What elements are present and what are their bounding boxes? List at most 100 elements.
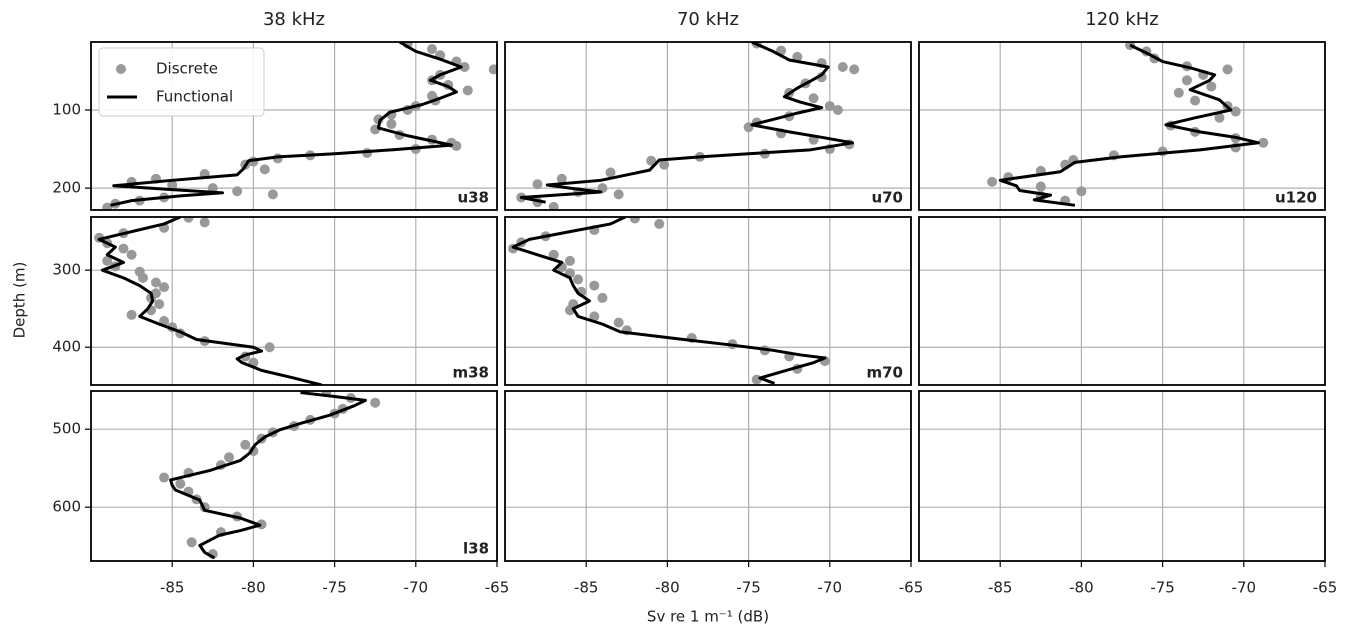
- y-tick-label: 200: [52, 179, 81, 197]
- panel: 300 400 m38: [52, 216, 498, 386]
- data-point: [613, 317, 624, 328]
- panel-label: m38: [452, 364, 489, 382]
- data-point: [1230, 106, 1241, 117]
- data-point: [1214, 112, 1225, 123]
- x-tick-label: -70: [1232, 579, 1257, 597]
- y-axis-label: Depth (m): [11, 262, 29, 339]
- x-tick-label: -70: [404, 579, 429, 597]
- data-layer: [508, 217, 830, 385]
- data-point: [427, 44, 438, 55]
- data-point: [837, 62, 848, 73]
- x-tick-label: -70: [818, 579, 843, 597]
- panel: 70 kHz u70: [504, 9, 912, 211]
- profile-line: [519, 42, 855, 204]
- data-point: [589, 311, 600, 322]
- panel-label: l38: [463, 540, 489, 558]
- x-tick-label: -85: [574, 579, 599, 597]
- data-point: [659, 159, 670, 170]
- panel-frame: [504, 390, 912, 562]
- legend-box: [98, 47, 265, 117]
- profile-line: [97, 217, 322, 385]
- y-tick-label: 100: [52, 100, 81, 118]
- data-point: [102, 255, 113, 266]
- data-point: [167, 179, 178, 190]
- x-tick-label: -65: [485, 579, 510, 597]
- data-point: [589, 280, 600, 291]
- data-point: [1173, 87, 1184, 98]
- x-tick-label: -80: [655, 579, 680, 597]
- x-tick-label: -80: [241, 579, 266, 597]
- data-point: [232, 186, 243, 197]
- x-tick-label: -85: [160, 579, 185, 597]
- data-layer: [94, 217, 322, 385]
- data-point: [126, 309, 137, 320]
- y-tick-label: 500: [52, 420, 81, 438]
- panel-frame: [918, 41, 1326, 211]
- data-point: [824, 101, 835, 112]
- data-point: [175, 478, 186, 489]
- data-point: [532, 179, 543, 190]
- x-tick-label: -65: [899, 579, 924, 597]
- data-point: [370, 397, 381, 408]
- profile-line: [110, 42, 463, 207]
- data-point: [183, 217, 194, 223]
- data-point: [573, 274, 584, 285]
- data-point: [556, 173, 567, 184]
- data-point: [462, 85, 473, 96]
- x-tick-label: -80: [1069, 579, 1094, 597]
- data-point: [987, 176, 998, 187]
- panel-title: 120 kHz: [1085, 9, 1159, 30]
- data-point: [1190, 95, 1201, 106]
- panel: -85 -80 -75 -70 -65: [918, 390, 1337, 597]
- panel-frame: [90, 41, 498, 211]
- data-point: [564, 255, 575, 266]
- data-point: [654, 218, 665, 229]
- data-point: [459, 62, 470, 73]
- data-point: [1206, 81, 1217, 92]
- profile-line: [169, 391, 367, 560]
- data-point: [224, 452, 235, 463]
- data-layer: [102, 42, 497, 210]
- data-point: [199, 217, 210, 228]
- panel-frame: [90, 216, 498, 386]
- data-point: [386, 119, 397, 130]
- data-point: [605, 167, 616, 178]
- panel-label: u70: [871, 189, 903, 207]
- x-axis-label: Sv re 1 m⁻¹ (dB): [647, 608, 769, 626]
- panel-label: u38: [457, 189, 489, 207]
- panel-frame: [90, 390, 498, 562]
- panel-title: 70 kHz: [677, 9, 739, 30]
- panel-frame: [918, 216, 1326, 386]
- data-point: [1035, 181, 1046, 192]
- data-point: [264, 342, 275, 353]
- x-tick-label: -75: [322, 579, 347, 597]
- panel: 100 200 38 kHz u38 Discrete Functional: [52, 9, 498, 211]
- panel-frame: [504, 216, 912, 386]
- data-point: [451, 140, 462, 151]
- data-point: [154, 299, 165, 310]
- data-point: [548, 249, 559, 260]
- panel: [918, 216, 1326, 386]
- data-point: [808, 93, 819, 104]
- data-point: [186, 537, 197, 548]
- x-tick-label: -75: [736, 579, 761, 597]
- data-point: [597, 292, 608, 303]
- panel: -85 -80 -75 -70 -65 500 600 l38: [52, 390, 510, 597]
- data-point: [267, 189, 278, 200]
- legend-marker: [116, 64, 126, 74]
- data-point: [1222, 64, 1233, 75]
- y-tick-label: 400: [52, 338, 81, 356]
- data-layer: [159, 391, 381, 560]
- panel-title: 38 kHz: [263, 9, 325, 30]
- panel-label: m70: [866, 364, 903, 382]
- panel-frame: [918, 390, 1326, 562]
- x-tick-label: -85: [988, 579, 1013, 597]
- panel: m70: [504, 216, 912, 386]
- panel-label: u120: [1275, 189, 1317, 207]
- data-point: [548, 201, 559, 210]
- data-point: [832, 104, 843, 115]
- data-point: [102, 202, 113, 210]
- panel: -85 -80 -75 -70 -65: [504, 390, 924, 597]
